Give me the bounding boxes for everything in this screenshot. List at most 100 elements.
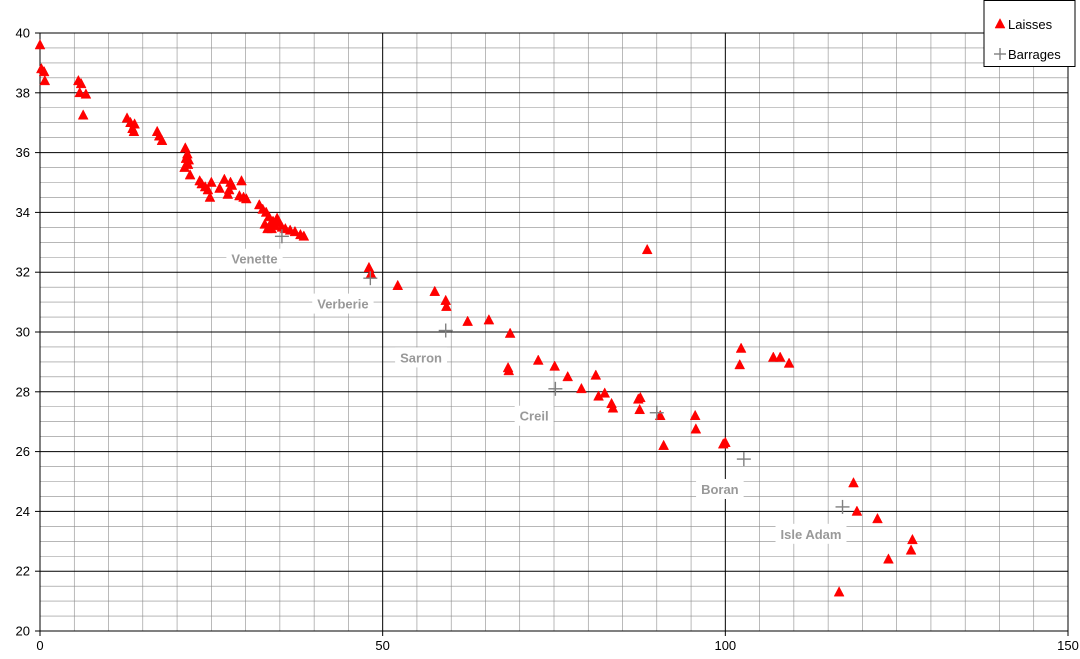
y-tick-label: 32 (16, 265, 30, 280)
x-tick-label: 50 (375, 638, 389, 653)
laisses-point (202, 184, 214, 195)
y-tick-label: 34 (16, 205, 30, 220)
laisses-point (774, 351, 786, 362)
laisses-point (236, 175, 247, 186)
laisses-point (907, 533, 918, 545)
laisses-point (833, 586, 845, 597)
annotation-box (696, 478, 744, 499)
legend-box (983, 0, 1076, 67)
tick-labels: 0 50 100 150 20 22 24 26 28 30 32 34 36 38 40 (16, 26, 1079, 654)
laisses-point (204, 191, 216, 202)
barrages-point (548, 381, 563, 396)
data-marks (34, 39, 918, 597)
laisses-point (735, 342, 747, 353)
x-tick-label: 0 (36, 638, 43, 653)
barrages-point (649, 405, 664, 420)
laisses-point (38, 65, 50, 77)
y-tick-label: 20 (16, 624, 30, 639)
laisses-point (719, 436, 731, 447)
y-tick-label: 30 (16, 325, 30, 340)
barrages-point (438, 323, 453, 338)
laisses-point (576, 382, 587, 394)
y-tick-label: 40 (16, 26, 30, 41)
laisses-point (607, 402, 619, 413)
laisses-point (183, 154, 195, 165)
laisses-point (289, 225, 301, 237)
laisses-point (503, 364, 515, 376)
legend-entry-label: Barrages (1008, 47, 1061, 62)
laisses-point (767, 351, 779, 362)
laisses-point (483, 314, 495, 325)
annotation-box (312, 293, 374, 314)
laisses-point (441, 300, 452, 311)
laisses-point (590, 369, 602, 380)
y-tick-label: 24 (16, 504, 30, 519)
laisses-point (298, 230, 310, 241)
annotation-label: Boran (701, 482, 739, 497)
annotation-label: Sarron (400, 350, 442, 365)
legend-laisses-marker (994, 18, 1006, 29)
laisses-point (848, 477, 859, 488)
laisses-point (658, 439, 670, 450)
legend: Laisses Barrages (983, 0, 1076, 67)
laisses-point (734, 358, 746, 370)
laisses-point (783, 357, 795, 368)
laisses-point (851, 505, 863, 516)
laisses-point (883, 553, 894, 564)
annotation-label: Creil (520, 409, 549, 424)
laisses-point (184, 169, 196, 180)
laisses-point (226, 179, 238, 190)
laisses-point (872, 512, 883, 524)
laisses-point (504, 327, 516, 338)
laisses-point (654, 409, 666, 421)
laisses-point (205, 176, 217, 187)
laisses-point (39, 74, 51, 86)
y-tick-label: 38 (16, 85, 30, 100)
annotations: Venette Verberie Sarron Creil Boran Isle Adam (226, 248, 847, 544)
laisses-point (77, 109, 89, 120)
laisses-point (75, 77, 87, 89)
laisses-point (641, 243, 653, 255)
laisses-point (549, 360, 561, 371)
annotation-label: Verberie (317, 297, 368, 312)
legend-entry-label: Laisses (1008, 17, 1053, 32)
laisses-point (80, 88, 92, 99)
laisses-point (599, 387, 611, 398)
laisses-point (905, 544, 917, 555)
axes (35, 32, 1069, 636)
laisses-point (34, 39, 46, 50)
annotation-box (226, 248, 283, 269)
annotation-label: Isle Adam (781, 527, 842, 542)
laisses-point (214, 182, 225, 193)
laisses-point (218, 173, 230, 184)
laisses-point (690, 423, 702, 434)
legend-barrages-marker (994, 48, 1006, 60)
laisses-point (156, 134, 168, 145)
y-tick-label: 26 (16, 444, 30, 459)
laisses-point (562, 370, 574, 382)
barrages-point (835, 499, 850, 514)
laisses-point (634, 403, 646, 415)
annotation-box (395, 347, 447, 368)
annotation-label: Venette (231, 252, 277, 267)
barrages-point (363, 271, 378, 286)
annotation-box (514, 405, 554, 426)
y-tick-label: 36 (16, 145, 30, 160)
x-tick-label: 100 (714, 638, 736, 653)
laisses-point (129, 118, 140, 129)
annotation-box (775, 523, 847, 544)
laisses-point (634, 391, 646, 403)
laisses-point (532, 354, 544, 365)
laisses-point (392, 279, 404, 290)
y-tick-label: 22 (16, 564, 30, 579)
barrages-point (274, 229, 289, 244)
laisses-point (429, 285, 441, 296)
laisses-point (462, 315, 474, 326)
y-tick-label: 28 (16, 384, 30, 399)
laisses-point (74, 86, 86, 98)
laisses-point (128, 125, 140, 136)
x-tick-label: 150 (1057, 638, 1079, 653)
barrages-point (736, 452, 751, 467)
